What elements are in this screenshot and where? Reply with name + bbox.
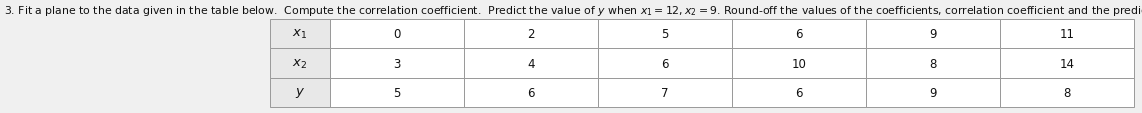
Text: 6: 6	[795, 86, 803, 99]
Text: 8: 8	[930, 57, 936, 70]
Bar	[464, 78, 598, 107]
Text: 5: 5	[393, 86, 401, 99]
Bar	[866, 78, 1000, 107]
Bar	[330, 78, 464, 107]
Bar	[866, 49, 1000, 78]
Text: 6: 6	[528, 86, 534, 99]
Bar	[1000, 78, 1134, 107]
Text: 0: 0	[393, 28, 401, 41]
Bar	[598, 49, 732, 78]
Text: 3: 3	[393, 57, 401, 70]
Bar	[464, 49, 598, 78]
Text: 3. Fit a plane to the data given in the table below.  Compute the correlation co: 3. Fit a plane to the data given in the …	[5, 4, 1142, 18]
Text: 10: 10	[791, 57, 806, 70]
Bar	[866, 20, 1000, 49]
Bar	[598, 20, 732, 49]
Text: $x_1$: $x_1$	[292, 28, 307, 41]
Text: 11: 11	[1060, 28, 1075, 41]
Text: 4: 4	[528, 57, 534, 70]
Bar	[270, 20, 330, 49]
Text: $y$: $y$	[295, 86, 305, 99]
Bar	[330, 20, 464, 49]
Text: 6: 6	[795, 28, 803, 41]
Text: 8: 8	[1063, 86, 1071, 99]
Bar	[598, 78, 732, 107]
Bar	[1000, 49, 1134, 78]
Bar	[732, 49, 866, 78]
Bar	[270, 78, 330, 107]
Text: 9: 9	[930, 86, 936, 99]
Bar	[464, 20, 598, 49]
Text: 6: 6	[661, 57, 669, 70]
Text: 14: 14	[1060, 57, 1075, 70]
Bar	[270, 49, 330, 78]
Text: $x_2$: $x_2$	[292, 57, 307, 70]
Text: 5: 5	[661, 28, 669, 41]
Bar	[732, 20, 866, 49]
Text: 7: 7	[661, 86, 669, 99]
Text: 2: 2	[528, 28, 534, 41]
Bar	[1000, 20, 1134, 49]
Bar	[732, 78, 866, 107]
Bar	[330, 49, 464, 78]
Text: 9: 9	[930, 28, 936, 41]
